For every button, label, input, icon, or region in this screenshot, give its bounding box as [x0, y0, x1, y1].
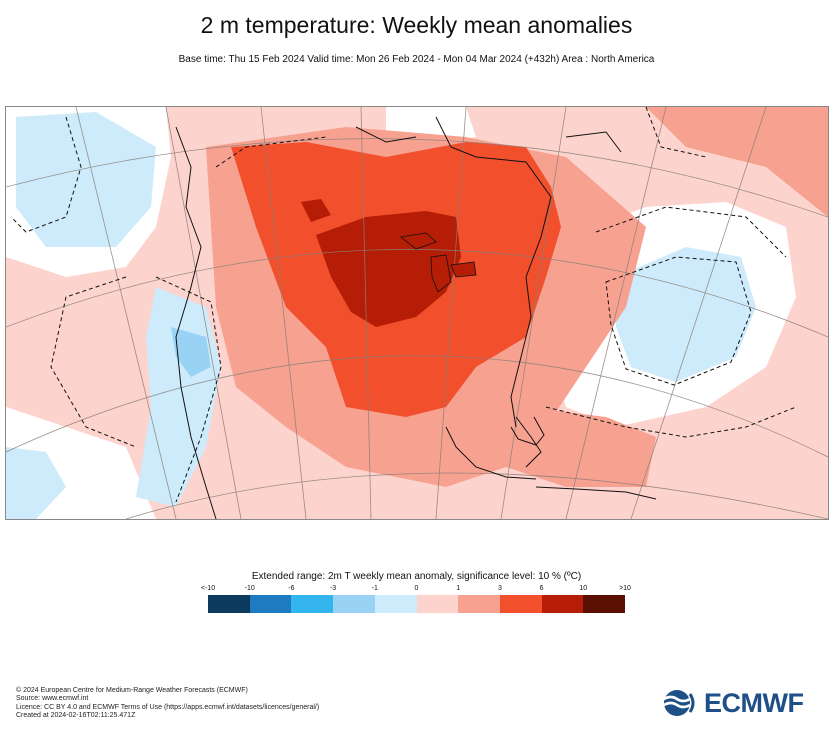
footer-source: Source: www.ecmwf.int: [16, 695, 89, 703]
legend-swatch-0: [208, 595, 250, 613]
region-cool-atlantic: [616, 247, 756, 382]
legend-tick-label: <-10: [200, 585, 216, 592]
legend-tick-label: -10: [244, 585, 255, 592]
significance-contours: [10, 107, 797, 503]
region-cool-mid-west-coast: [171, 327, 211, 377]
legend-tick-label: -1: [371, 585, 378, 592]
legend-swatch-3: [333, 595, 375, 613]
anomaly-map[interactable]: [5, 106, 829, 520]
legend-swatch-2: [291, 595, 334, 613]
legend-tick-label: -3: [329, 585, 337, 592]
legend-tick-label: 1: [456, 585, 461, 592]
legend-swatch-8: [541, 595, 584, 613]
ecmwf-logo[interactable]: ECMWF: [662, 687, 804, 718]
legend-swatch-6: [458, 595, 500, 613]
graticule: [6, 107, 828, 519]
region-cool-sw: [6, 447, 66, 519]
legend-tick-label: 3: [497, 585, 502, 592]
legend-swatch-7: [499, 595, 542, 613]
chart-title: 2 m temperature: Weekly mean anomalies: [200, 12, 633, 38]
ecmwf-logo-text: ECMWF: [704, 687, 804, 718]
legend-tick-label: 6: [539, 585, 544, 592]
chart-subtitle: Base time: Thu 15 Feb 2024 Valid time: M…: [178, 54, 655, 65]
coastlines: [175, 116, 657, 519]
footer-credits: © 2024 European Centre for Medium-Range …: [16, 687, 319, 721]
legend-tick-label: 10: [579, 585, 588, 592]
footer-copyright: © 2024 European Centre for Medium-Range …: [16, 687, 248, 694]
ecmwf-logo-icon: [663, 690, 695, 716]
great-lakes: [400, 232, 477, 293]
footer-licence: Licence: CC BY 4.0 and ECMWF Terms of Us…: [16, 703, 320, 711]
legend-tick-label: -6: [288, 585, 295, 592]
region-warm-mid-south: [506, 407, 656, 487]
legend-title: Extended range: 2m T weekly mean anomaly…: [251, 571, 582, 582]
legend-swatch-1: [249, 595, 292, 613]
legend-colorbar: [208, 595, 626, 613]
footer-created: Created at 2024-02-16T02:11:25.471Z: [16, 712, 136, 720]
legend-swatch-5: [416, 595, 459, 613]
region-warm-mid-ne: [646, 107, 828, 217]
anomaly-map-svg: [6, 107, 828, 519]
legend-tick-label: >10: [619, 585, 631, 592]
legend-swatch-9: [583, 595, 626, 613]
region-cool-pacific: [16, 112, 156, 247]
region-warm-extreme-small: [301, 199, 331, 222]
legend-swatch-4: [374, 595, 417, 613]
legend-tick-label: 0: [414, 585, 419, 592]
legend-ticks: <-10 -10 -6 -3 -1 0 1 3 6 10 >10: [201, 585, 631, 595]
